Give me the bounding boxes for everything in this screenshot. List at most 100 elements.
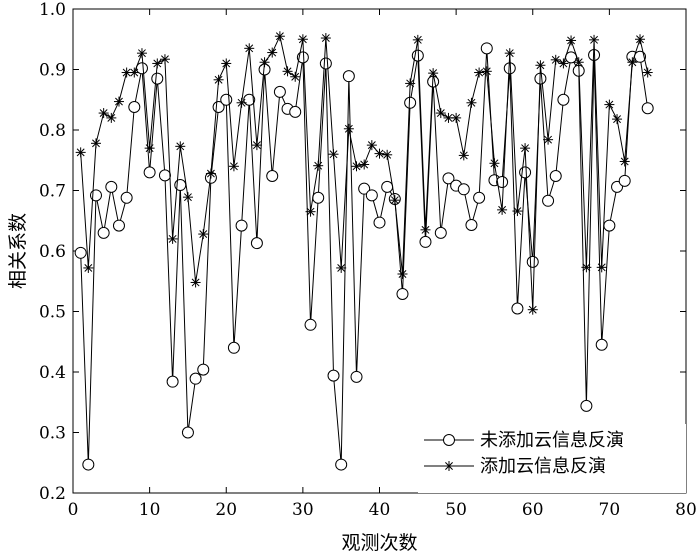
y-tick-label: 0.5 bbox=[39, 303, 66, 323]
data-point bbox=[641, 102, 654, 115]
data-point bbox=[82, 458, 95, 471]
data-point bbox=[167, 233, 178, 244]
y-axis-label: 相关系数 bbox=[7, 213, 29, 289]
data-point bbox=[566, 35, 577, 46]
data-point bbox=[159, 54, 170, 65]
data-point bbox=[220, 93, 233, 106]
legend-item-0: 未添加云信息反演 bbox=[424, 430, 624, 451]
data-point bbox=[373, 216, 386, 229]
data-point bbox=[113, 96, 124, 107]
x-tick-label: 10 bbox=[139, 500, 161, 520]
legend-marker bbox=[444, 461, 454, 471]
data-point bbox=[327, 369, 340, 382]
data-point bbox=[190, 277, 201, 288]
data-point bbox=[358, 182, 371, 195]
y-tick-label: 0.9 bbox=[39, 61, 66, 81]
axis-ticks: 0 10 20 30 40 50 60 70 80 0.2 0.3 0.4 0.5 0.6 0.7 0.8 0.… bbox=[39, 0, 697, 520]
data-point bbox=[289, 105, 302, 118]
data-point bbox=[442, 172, 455, 185]
data-point bbox=[420, 224, 431, 235]
data-point bbox=[619, 156, 630, 167]
data-point bbox=[312, 191, 325, 204]
data-point bbox=[428, 68, 439, 79]
data-point bbox=[182, 192, 193, 203]
data-point bbox=[128, 101, 141, 114]
data-point bbox=[198, 229, 209, 240]
x-tick-label: 20 bbox=[215, 500, 237, 520]
data-point bbox=[474, 67, 485, 78]
data-point bbox=[343, 123, 354, 134]
data-point bbox=[382, 149, 393, 160]
data-point bbox=[143, 166, 156, 179]
legend-box bbox=[418, 424, 686, 493]
data-point bbox=[290, 71, 301, 82]
data-point bbox=[74, 246, 87, 259]
data-point bbox=[305, 206, 316, 217]
data-point bbox=[480, 42, 493, 55]
data-point bbox=[396, 287, 409, 300]
series-1 bbox=[75, 31, 653, 315]
data-point bbox=[313, 160, 324, 171]
data-point bbox=[496, 176, 509, 189]
data-point bbox=[106, 112, 117, 123]
data-point bbox=[612, 114, 623, 125]
data-point bbox=[320, 33, 331, 44]
data-point bbox=[105, 180, 118, 193]
x-tick-label: 60 bbox=[522, 500, 544, 520]
x-tick-label: 50 bbox=[445, 500, 467, 520]
y-tick-label: 0.6 bbox=[39, 242, 66, 262]
legend-label: 未添加云信息反演 bbox=[480, 430, 624, 451]
data-point bbox=[129, 67, 140, 78]
legend-label: 添加云信息反演 bbox=[480, 456, 606, 477]
data-point bbox=[457, 183, 470, 196]
y-tick-label: 0.7 bbox=[39, 182, 66, 202]
data-point bbox=[365, 189, 378, 202]
data-point bbox=[466, 97, 477, 108]
data-point bbox=[90, 138, 101, 149]
data-point bbox=[451, 112, 462, 123]
data-point bbox=[259, 57, 270, 68]
data-point bbox=[98, 108, 109, 119]
data-point bbox=[595, 338, 608, 351]
data-point bbox=[235, 219, 248, 232]
series-line bbox=[80, 48, 649, 465]
data-point bbox=[520, 143, 531, 154]
data-point bbox=[489, 158, 500, 169]
data-point bbox=[267, 47, 278, 58]
data-point bbox=[144, 143, 155, 154]
data-point bbox=[543, 134, 554, 145]
data-point bbox=[435, 108, 446, 119]
data-point bbox=[580, 399, 593, 412]
x-axis-label: 观测次数 bbox=[341, 532, 417, 554]
data-point bbox=[473, 191, 486, 204]
y-tick-label: 0.3 bbox=[39, 424, 66, 444]
data-point bbox=[181, 426, 194, 439]
data-point bbox=[542, 194, 555, 207]
data-point bbox=[573, 57, 584, 68]
data-point bbox=[603, 219, 616, 232]
data-point bbox=[351, 161, 362, 172]
data-point bbox=[535, 60, 546, 71]
data-point bbox=[596, 262, 607, 273]
y-tick-label: 1.0 bbox=[39, 0, 66, 20]
series-layer bbox=[74, 31, 654, 471]
data-point bbox=[549, 169, 562, 182]
data-point bbox=[273, 85, 286, 98]
data-point bbox=[434, 226, 447, 239]
data-point bbox=[151, 72, 164, 85]
data-point bbox=[189, 372, 202, 385]
data-point bbox=[250, 237, 263, 250]
data-point bbox=[236, 97, 247, 108]
x-tick-label: 0 bbox=[68, 500, 79, 520]
data-point bbox=[604, 99, 615, 110]
data-point bbox=[175, 141, 186, 152]
data-point bbox=[166, 375, 179, 388]
y-tick-label: 0.2 bbox=[39, 484, 66, 504]
data-point bbox=[244, 43, 255, 54]
y-tick-label: 0.4 bbox=[39, 363, 66, 383]
data-point bbox=[642, 67, 653, 78]
data-point bbox=[374, 148, 385, 159]
data-point bbox=[197, 363, 210, 376]
